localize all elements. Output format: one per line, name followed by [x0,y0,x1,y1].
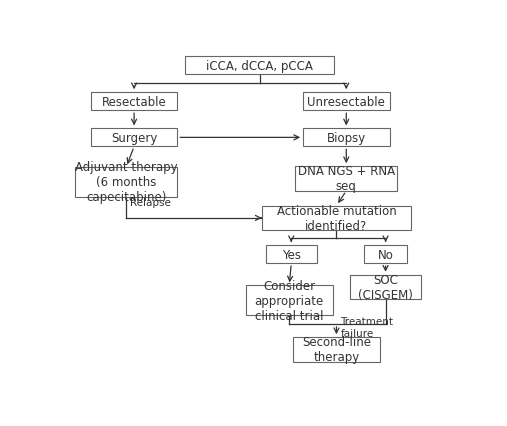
Text: Biopsy: Biopsy [327,132,366,144]
Text: Yes: Yes [282,248,301,261]
FancyBboxPatch shape [262,206,411,231]
Text: DNA NGS + RNA
seq: DNA NGS + RNA seq [298,165,395,193]
Text: Second-line
therapy: Second-line therapy [302,336,371,363]
FancyBboxPatch shape [91,93,177,111]
FancyBboxPatch shape [185,57,335,75]
Text: Consider
appropriate
clinical trial: Consider appropriate clinical trial [255,279,324,322]
Text: Unresectable: Unresectable [307,95,385,109]
Text: Treatment
failure: Treatment failure [340,317,393,338]
FancyBboxPatch shape [266,245,317,264]
Text: Actionable mutation
identified?: Actionable mutation identified? [277,204,396,232]
FancyBboxPatch shape [350,275,421,299]
Text: Adjuvant therapy
(6 months
capecitabine): Adjuvant therapy (6 months capecitabine) [75,161,177,204]
Text: iCCA, dCCA, pCCA: iCCA, dCCA, pCCA [206,59,313,72]
FancyBboxPatch shape [295,167,397,191]
FancyBboxPatch shape [364,245,407,264]
FancyBboxPatch shape [293,337,380,362]
FancyBboxPatch shape [303,93,389,111]
Text: Resectable: Resectable [102,95,166,109]
Text: Surgery: Surgery [111,132,157,144]
FancyBboxPatch shape [91,129,177,147]
FancyBboxPatch shape [303,129,389,147]
FancyBboxPatch shape [75,167,177,197]
Text: Relapse: Relapse [130,198,171,208]
Text: SOC
(CISGEM): SOC (CISGEM) [358,273,413,301]
FancyBboxPatch shape [246,286,333,315]
Text: No: No [378,248,393,261]
